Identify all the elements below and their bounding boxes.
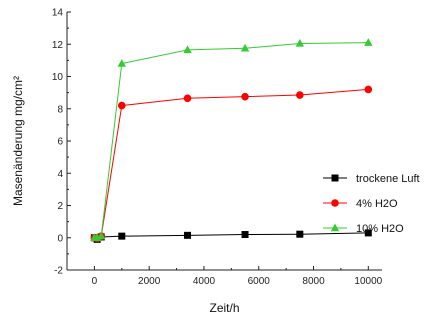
data-point — [117, 59, 126, 67]
x-axis-title: Zeit/h — [209, 301, 239, 315]
y-tick-label: 4 — [57, 169, 63, 180]
legend-item-3: 10% H2O — [323, 223, 404, 235]
x-tick-label: 10000 — [354, 276, 382, 287]
data-point — [97, 231, 106, 240]
series-3 — [90, 38, 373, 241]
x-tick-label: 0 — [92, 276, 98, 287]
data-point — [241, 231, 249, 239]
data-point — [296, 230, 304, 238]
legend: trockene Luft 4% H2O 10% H2O — [323, 173, 420, 235]
axes — [66, 12, 382, 271]
data-point — [118, 232, 126, 240]
x-tick-label: 4000 — [193, 276, 216, 287]
x-tick-label: 8000 — [302, 276, 325, 287]
series-2 — [90, 85, 373, 243]
data-point — [364, 229, 372, 237]
y-tick-label: 0 — [57, 233, 63, 244]
x-tick-label: 6000 — [248, 276, 271, 287]
series-1 — [90, 229, 372, 243]
y-tick-label: 6 — [57, 137, 63, 148]
y-tick-label: 14 — [52, 8, 64, 19]
legend-item-2: 4% H2O — [323, 198, 398, 210]
data-point — [184, 231, 192, 239]
x-ticks: 0 2000 4000 6000 8000 10000 — [66, 266, 383, 287]
legend-label: 10% H2O — [356, 223, 404, 235]
data-point — [240, 43, 250, 52]
series-line — [94, 88, 369, 240]
data-point — [183, 94, 192, 103]
y-tick-label: 8 — [57, 104, 63, 115]
legend-marker — [331, 199, 339, 207]
legend-label: trockene Luft — [356, 173, 420, 185]
y-tick-label: 12 — [52, 40, 64, 51]
legend-item-1: trockene Luft — [323, 173, 420, 185]
data-point — [295, 38, 305, 47]
data-point — [364, 38, 373, 46]
data-point — [183, 45, 192, 54]
legend-marker — [330, 223, 340, 232]
y-tick-label: 2 — [57, 201, 63, 212]
data-point — [117, 101, 126, 110]
data-point — [364, 85, 373, 94]
legend-label: 4% H2O — [356, 198, 398, 210]
series-line — [94, 232, 369, 240]
y-ticks: -2 0 2 4 6 8 10 12 14 — [52, 8, 71, 277]
data-point — [296, 91, 304, 99]
series-line — [94, 42, 369, 239]
x-tick-label: 2000 — [138, 276, 161, 287]
legend-marker — [331, 174, 339, 182]
data-point — [241, 92, 249, 101]
series-layer — [90, 38, 373, 243]
y-axis-title: Masenänderung mg/cm² — [11, 76, 25, 206]
y-tick-label: -2 — [54, 266, 63, 277]
y-tick-label: 10 — [52, 72, 64, 83]
